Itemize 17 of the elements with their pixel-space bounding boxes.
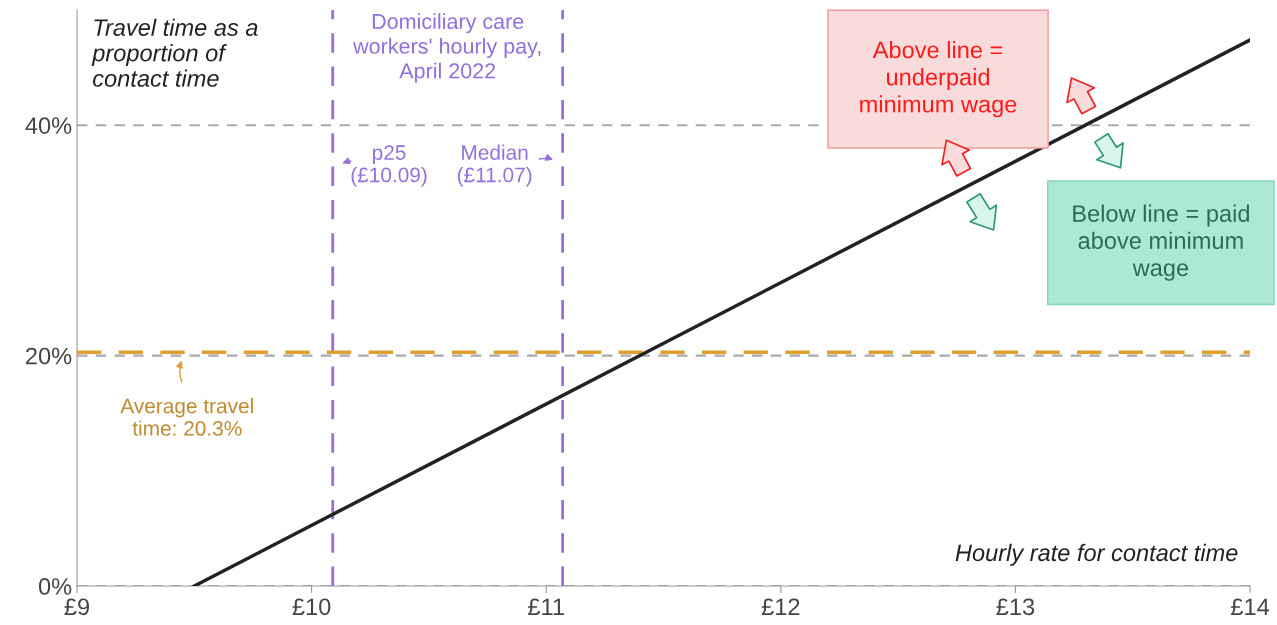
annotation: Below line = paid above minimum wage — [1073, 204, 1249, 281]
y-tick-label: 0% — [38, 578, 72, 595]
ref-line-label: Average travel time: 20.3% — [120, 398, 253, 436]
ref-line-label: p25 (£10.09) — [351, 145, 427, 187]
y-tick-label: 40% — [25, 117, 72, 134]
x-tick-label: £11 — [528, 598, 564, 615]
y-tick-label: 20% — [26, 347, 72, 365]
annotation: Above line = underpaid minimum wage — [860, 40, 1017, 118]
x-tick-label: £14 — [1231, 598, 1270, 615]
annotation: Domiciliary care workers' hourly pay, April 2022 — [353, 13, 541, 83]
x-tick-label: £10 — [292, 598, 331, 616]
x-axis-title: Hourly rate for contact time — [955, 543, 1238, 566]
x-tick-label: £13 — [996, 598, 1035, 616]
x-tick-label: £9 — [64, 598, 90, 616]
x-tick-label: £12 — [761, 598, 800, 615]
ref-line-label: Median (£11.07) — [457, 144, 532, 187]
y-axis-title: Travel time as a proportion of contact time — [91, 18, 258, 87]
